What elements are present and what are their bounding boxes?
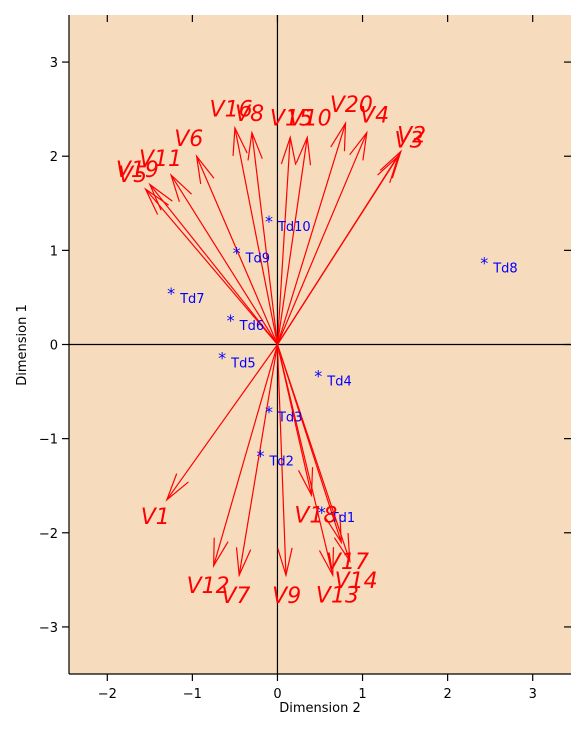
x-tick-label: 0 <box>273 687 281 702</box>
y-tick-label: −1 <box>39 433 58 448</box>
y-tick-label: −2 <box>39 527 58 542</box>
variable-arrows <box>144 121 403 578</box>
observation-label-td8: Td8 <box>492 262 517 277</box>
variable-label-v10: V10 <box>289 107 332 132</box>
variable-arrow-v1 <box>165 344 278 502</box>
x-tick-label: −2 <box>98 687 117 702</box>
variable-label-v18: V18 <box>294 504 337 529</box>
variable-arrow-v17 <box>276 344 342 545</box>
x-tick-label: 1 <box>358 687 366 702</box>
variable-label-v19: V19 <box>116 158 159 183</box>
y-tick-label: 1 <box>50 244 58 259</box>
observation-marker-td7: * <box>167 284 175 303</box>
variable-arrow-v11 <box>169 173 278 345</box>
variable-label-v17: V17 <box>326 550 369 575</box>
variable-label-v7: V7 <box>221 584 250 609</box>
variable-label-v11: V11 <box>139 147 182 172</box>
variable-label-v1: V1 <box>141 505 170 530</box>
variable-label-v5: V5 <box>118 163 147 188</box>
observation-marker-td10: * <box>265 212 273 231</box>
variable-label-v20: V20 <box>330 93 373 118</box>
y-axis: −3 −2 −1 0 1 2 3 <box>39 15 571 674</box>
variable-arrow-v8 <box>247 130 279 345</box>
observation-label-td3: Td3 <box>277 410 302 425</box>
variable-arrow-v12 <box>212 344 279 568</box>
variable-label-v4: V4 <box>360 103 389 128</box>
variable-label-v9: V9 <box>272 584 301 609</box>
variable-label-v14: V14 <box>335 569 378 594</box>
observation-marker-td6: * <box>227 311 235 330</box>
observation-marker-td2: * <box>256 447 264 466</box>
observation-label-td1: Td1 <box>330 511 355 526</box>
observation-label-td10: Td10 <box>277 220 311 235</box>
variable-arrow-v20 <box>276 121 347 345</box>
x-axis: −2 −1 0 1 2 3 <box>69 15 571 702</box>
variable-arrow-v4 <box>276 130 368 345</box>
y-tick-label: 2 <box>50 150 58 165</box>
variable-label-v13: V13 <box>316 584 359 609</box>
variable-arrow-v19 <box>148 182 278 345</box>
observation-label-td9: Td9 <box>245 251 270 266</box>
y-tick-label: 0 <box>50 339 58 354</box>
variable-label-v3: V3 <box>395 128 424 153</box>
observation-label-td6: Td6 <box>239 319 264 334</box>
variable-arrow-v6 <box>195 154 279 345</box>
observation-marker-td8: * <box>480 254 488 273</box>
variable-label-v8: V8 <box>235 102 264 127</box>
x-tick-label: −1 <box>183 687 202 702</box>
variable-arrow-v7 <box>235 344 279 578</box>
variable-label-v15: V15 <box>270 106 313 131</box>
variable-arrow-v18 <box>276 344 314 498</box>
variable-arrow-v9 <box>276 344 293 578</box>
y-tick-label: 3 <box>50 56 58 71</box>
observation-points: * Td1 * Td2 * Td3 * Td4 * Td5 * Td6 * Td7 * Td8 * Td9 * Td1… <box>167 212 518 526</box>
variable-label-v2: V2 <box>397 124 426 149</box>
variable-arrow-v15 <box>276 135 297 345</box>
observation-label-td2: Td2 <box>268 455 293 470</box>
observation-marker-td9: * <box>233 243 241 262</box>
variable-label-v12: V12 <box>187 574 230 599</box>
variable-label-v16: V16 <box>210 97 253 122</box>
observation-marker-td4: * <box>314 367 322 386</box>
x-axis-title: Dimension 2 <box>279 701 361 716</box>
observation-marker-td3: * <box>265 402 273 421</box>
variable-arrow-v3 <box>276 154 400 345</box>
observation-label-td4: Td4 <box>326 375 351 390</box>
y-axis-title: Dimension 1 <box>15 304 30 386</box>
variable-arrow-v5 <box>144 187 278 345</box>
observation-label-td7: Td7 <box>179 292 204 307</box>
x-tick-label: 2 <box>443 687 451 702</box>
variable-arrow-v10 <box>276 135 312 345</box>
observation-marker-td5: * <box>218 349 226 368</box>
x-tick-label: 3 <box>529 687 537 702</box>
variable-label-v6: V6 <box>174 127 203 152</box>
observation-label-td5: Td5 <box>230 357 255 372</box>
y-tick-label: −3 <box>39 621 58 636</box>
variable-arrow-v16 <box>232 125 279 345</box>
observation-marker-td1: * <box>318 503 326 522</box>
